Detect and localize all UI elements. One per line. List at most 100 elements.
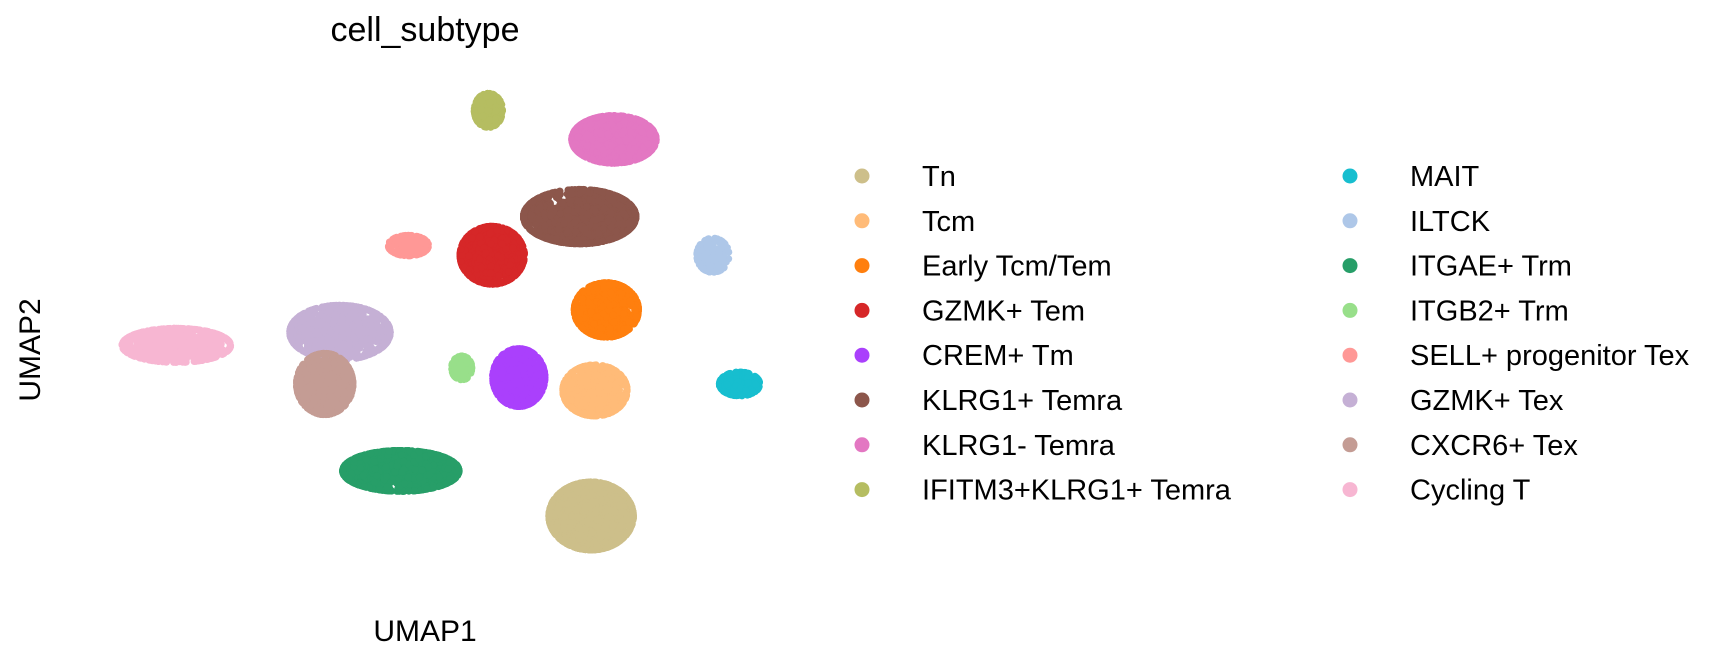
series-early-tcm-tem xyxy=(570,279,643,341)
data-point xyxy=(632,312,640,320)
data-point xyxy=(606,302,614,310)
data-point xyxy=(611,386,619,394)
data-point xyxy=(616,537,624,545)
data-point xyxy=(504,351,512,359)
data-point xyxy=(579,545,588,553)
data-point xyxy=(504,373,513,381)
series-tn xyxy=(545,478,637,554)
data-point xyxy=(497,369,505,377)
data-point xyxy=(616,503,624,511)
data-point xyxy=(505,268,513,276)
data-point xyxy=(559,391,567,399)
data-point xyxy=(531,365,539,373)
data-point xyxy=(626,297,634,306)
data-point xyxy=(476,255,484,263)
data-point xyxy=(579,324,587,332)
data-point xyxy=(509,244,517,252)
data-point xyxy=(599,377,607,386)
data-point xyxy=(575,524,583,532)
data-point xyxy=(594,523,602,531)
data-point xyxy=(585,298,593,307)
data-point xyxy=(576,309,584,317)
data-point xyxy=(545,507,554,515)
data-point xyxy=(618,399,627,408)
data-point xyxy=(611,406,619,414)
data-point xyxy=(629,508,637,516)
data-point xyxy=(620,310,628,318)
data-point xyxy=(518,402,526,410)
data-point xyxy=(541,371,549,379)
data-point xyxy=(568,513,576,521)
data-point xyxy=(588,546,597,554)
data-point xyxy=(618,508,626,516)
data-point xyxy=(506,261,514,269)
data-point xyxy=(487,240,495,248)
data-point xyxy=(465,252,473,260)
data-point xyxy=(624,325,632,333)
data-point xyxy=(503,382,512,390)
data-point xyxy=(594,396,602,404)
data-point xyxy=(625,522,633,530)
data-point xyxy=(612,495,620,503)
data-point xyxy=(610,395,618,403)
data-point xyxy=(522,386,530,394)
series-tcm xyxy=(559,361,631,420)
data-point xyxy=(504,276,512,285)
data-point xyxy=(491,362,499,370)
data-point xyxy=(583,395,591,403)
data-point xyxy=(519,259,527,267)
data-point xyxy=(549,524,557,532)
data-point xyxy=(593,541,601,550)
data-point xyxy=(582,517,590,525)
data-point xyxy=(622,391,631,399)
data-point xyxy=(567,396,576,404)
data-point xyxy=(588,401,596,409)
data-point xyxy=(578,295,587,303)
data-point xyxy=(616,531,624,539)
scatter-plot-area xyxy=(118,89,763,554)
data-point xyxy=(603,543,611,551)
series-crem-tm xyxy=(489,345,549,410)
data-point xyxy=(507,401,515,409)
data-point xyxy=(554,504,562,513)
data-point xyxy=(487,262,495,270)
data-point xyxy=(553,492,561,500)
data-point xyxy=(598,489,606,497)
data-point xyxy=(576,316,584,324)
data-point xyxy=(572,297,580,305)
data-point xyxy=(583,363,591,371)
data-point xyxy=(525,395,533,403)
data-point xyxy=(629,515,637,523)
data-point xyxy=(595,384,603,392)
data-point xyxy=(581,372,589,380)
data-point xyxy=(592,506,600,514)
data-point xyxy=(520,248,528,256)
data-point xyxy=(568,519,576,527)
data-point xyxy=(591,372,599,380)
data-point xyxy=(599,302,607,311)
data-point xyxy=(468,234,476,242)
data-point xyxy=(489,370,497,378)
data-point xyxy=(457,245,465,253)
data-point xyxy=(619,299,627,307)
data-point xyxy=(534,381,542,389)
chart-title: cell_subtype xyxy=(330,11,519,49)
data-point xyxy=(561,539,569,547)
data-point xyxy=(593,284,601,292)
data-point xyxy=(597,324,605,332)
data-point xyxy=(606,485,615,493)
data-point xyxy=(625,318,633,326)
data-point xyxy=(616,522,625,530)
data-point xyxy=(471,228,479,236)
series-klrg1-temra xyxy=(520,185,640,248)
data-point xyxy=(560,379,568,387)
data-point xyxy=(511,377,520,385)
data-point xyxy=(486,269,495,277)
data-point xyxy=(599,279,607,287)
data-point xyxy=(604,410,612,418)
data-point xyxy=(616,377,624,385)
data-point xyxy=(611,368,619,376)
data-point xyxy=(482,249,490,257)
data-point xyxy=(562,485,570,493)
data-point xyxy=(486,229,494,238)
